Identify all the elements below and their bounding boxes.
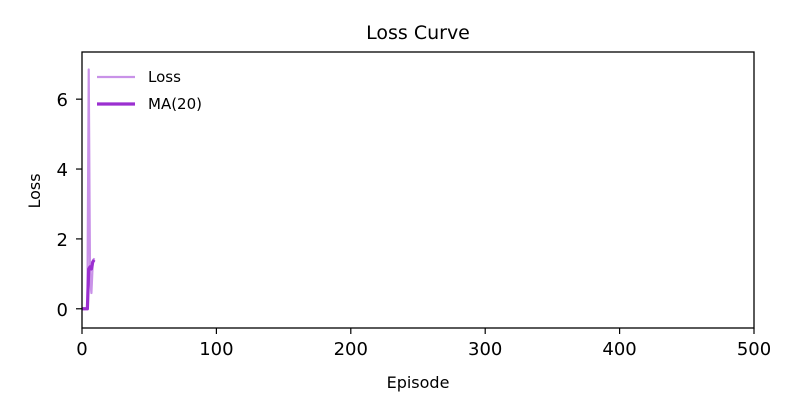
y-axis-ticks: 0 2 4 6 bbox=[57, 90, 82, 321]
chart-title: Loss Curve bbox=[366, 22, 470, 44]
plot-lines bbox=[81, 68, 96, 311]
y-tick-label: 6 bbox=[57, 90, 68, 111]
legend: Loss MA(20) bbox=[97, 68, 202, 113]
series-line-ma-20- bbox=[81, 259, 96, 311]
x-tick-label: 300 bbox=[468, 339, 502, 360]
x-tick-label: 200 bbox=[334, 339, 368, 360]
y-axis-label: Loss bbox=[25, 173, 44, 208]
x-tick-label: 500 bbox=[737, 339, 771, 360]
plot-frame bbox=[81, 51, 755, 329]
x-tick-label: 400 bbox=[602, 339, 636, 360]
x-axis-ticks: 0 100 200 300 400 500 bbox=[76, 328, 771, 360]
x-tick-label: 0 bbox=[76, 339, 87, 360]
legend-label: MA(20) bbox=[148, 95, 202, 113]
x-tick-label: 100 bbox=[199, 339, 233, 360]
y-tick-label: 2 bbox=[57, 230, 68, 251]
y-tick-label: 4 bbox=[57, 160, 68, 181]
legend-label: Loss bbox=[148, 68, 181, 86]
x-axis-label: Episode bbox=[387, 373, 450, 392]
y-tick-label: 0 bbox=[57, 300, 68, 321]
